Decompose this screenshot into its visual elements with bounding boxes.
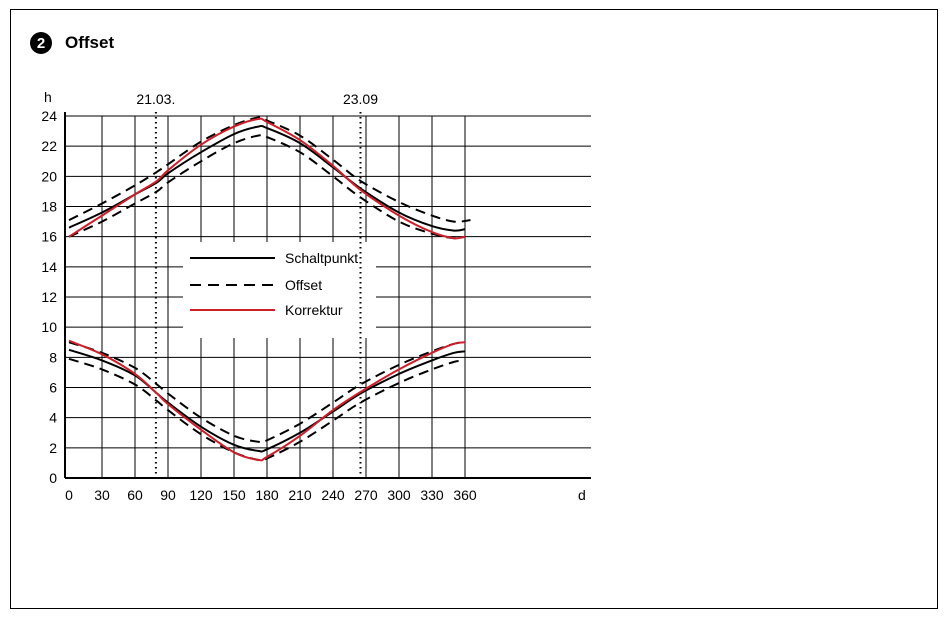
figure-frame (10, 9, 938, 609)
x-tick-label: 120 (189, 487, 213, 503)
y-tick-label: 24 (41, 108, 57, 124)
y-tick-label: 0 (49, 470, 57, 486)
x-tick-label: 270 (354, 487, 378, 503)
y-tick-label: 14 (41, 259, 57, 275)
x-tick-label: 180 (255, 487, 279, 503)
series-offset-upper-2 (68, 133, 466, 240)
y-tick-label: 12 (41, 289, 57, 305)
y-tick-label: 6 (49, 380, 57, 396)
series-korrektur-upper (68, 117, 466, 240)
marker-label: 23.09 (343, 91, 378, 107)
y-tick-label: 20 (41, 168, 57, 184)
y-tick-label: 4 (49, 410, 57, 426)
x-tick-label: 330 (420, 487, 444, 503)
y-tick-label: 8 (49, 349, 57, 365)
figure-title: Offset (65, 33, 115, 52)
x-tick-label: 300 (387, 487, 411, 503)
y-tick-label: 18 (41, 199, 57, 215)
chart-legend: Schaltpunkt Offset Korrektur (190, 250, 358, 318)
x-tick-label: 30 (94, 487, 110, 503)
y-tick-label: 22 (41, 138, 57, 154)
legend-label-schaltpunkt: Schaltpunkt (285, 250, 358, 266)
chart-series (68, 116, 471, 462)
x-tick-label: 60 (127, 487, 143, 503)
legend-label-korrektur: Korrektur (285, 302, 343, 318)
y-axis-label: h (44, 89, 52, 105)
x-tick-label: 360 (453, 487, 477, 503)
x-axis-label: d (578, 487, 586, 503)
y-tick-label: 10 (41, 319, 57, 335)
figure-header: 2 Offset (30, 31, 114, 55)
marker-label: 21.03. (136, 91, 175, 107)
x-tick-label: 90 (160, 487, 176, 503)
x-tick-label: 150 (222, 487, 246, 503)
chart-axes (64, 112, 591, 479)
date-markers: 21.03. 23.09 (136, 91, 378, 478)
y-tick-label: 16 (41, 229, 57, 245)
x-tick-label: 240 (321, 487, 345, 503)
x-tick-label: 0 (65, 487, 73, 503)
series-offset-upper-1 (68, 116, 471, 223)
legend-label-offset: Offset (285, 277, 322, 293)
y-tick-label: 2 (49, 440, 57, 456)
step-number-badge: 2 (30, 32, 52, 54)
series-korrektur-lower (68, 339, 466, 462)
series-offset-lower-1 (68, 341, 466, 444)
series-offset-lower-2 (68, 357, 466, 462)
x-tick-label: 210 (288, 487, 312, 503)
